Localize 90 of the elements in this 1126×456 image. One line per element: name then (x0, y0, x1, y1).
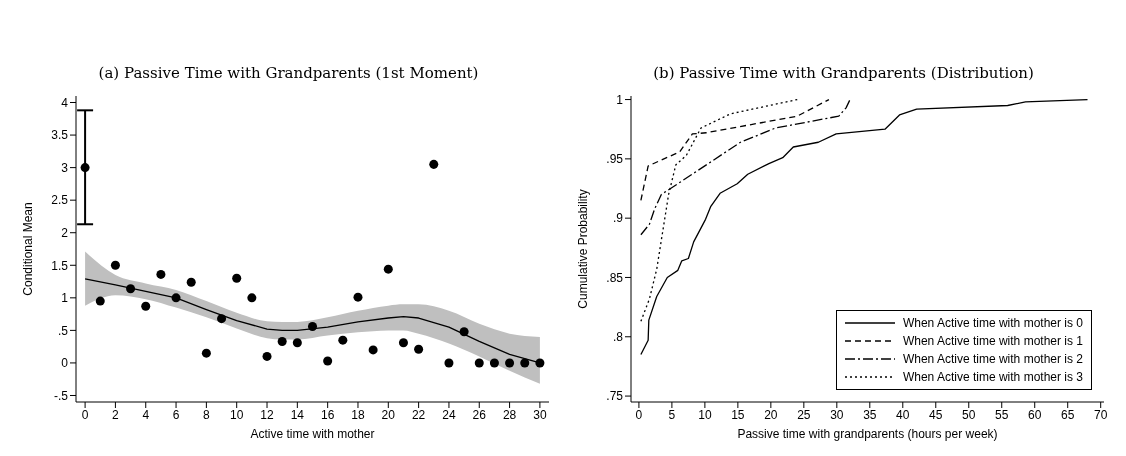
point (292, 338, 302, 348)
y-axis-title: Cumulative Probability (576, 189, 591, 309)
x-tick-label: 50 (962, 407, 976, 422)
x-axis-title: Active time with mother (250, 427, 375, 441)
x-tick-label: 2 (112, 407, 120, 422)
point (459, 327, 469, 337)
point (126, 284, 136, 294)
x-tick-label: 12 (260, 407, 275, 422)
x-tick-label: 0 (635, 407, 643, 422)
point (474, 358, 484, 368)
point (489, 358, 499, 368)
x-tick-label: 4 (142, 407, 150, 422)
point (141, 301, 151, 311)
y-tick-label: 2.5 (51, 193, 69, 208)
y-tick-label: .5 (57, 323, 69, 338)
x-tick-label: 0 (81, 407, 89, 422)
y-tick-label: 0 (61, 356, 69, 371)
x-tick-label: 22 (411, 407, 426, 422)
x-tick-label: 30 (533, 407, 547, 422)
x-axis-title: Passive time with grandparents (hours per week) (737, 427, 998, 441)
point (323, 356, 333, 366)
y-tick-label: 1.5 (51, 258, 69, 273)
x-tick-label: 35 (863, 407, 877, 422)
x-tick-label: 15 (731, 407, 745, 422)
y-tick-label: 3.5 (51, 128, 69, 143)
legend-label: When Active time with mother is 1 (902, 334, 1083, 348)
x-tick-label: 30 (830, 407, 844, 422)
point (156, 269, 166, 279)
point (505, 358, 515, 368)
point (535, 358, 545, 368)
legend-label: When Active time with mother is 0 (902, 316, 1083, 330)
y-tick-label: .95 (606, 152, 624, 167)
point (338, 335, 348, 345)
line-series (640, 98, 830, 202)
y-tick-label: .8 (612, 330, 624, 345)
x-tick-label: 55 (995, 407, 1009, 422)
x-tick-label: 70 (1094, 407, 1108, 422)
point (201, 348, 211, 358)
point (186, 277, 196, 287)
x-tick-label: 18 (351, 407, 365, 422)
point (368, 345, 378, 355)
y-tick-label: .85 (606, 270, 624, 285)
point (383, 264, 393, 274)
y-tick-label: 1 (61, 291, 69, 306)
x-tick-label: 28 (502, 407, 517, 422)
point (247, 293, 257, 303)
y-tick-label: .9 (612, 211, 624, 226)
point (80, 163, 90, 173)
point (520, 358, 530, 368)
point (429, 159, 439, 169)
x-tick-label: 60 (1028, 407, 1042, 422)
x-tick-label: 8 (203, 407, 211, 422)
x-tick-label: 65 (1061, 407, 1075, 422)
x-tick-label: 25 (797, 407, 811, 422)
point (217, 314, 227, 324)
y-tick-label: 1 (616, 92, 624, 107)
x-tick-label: 10 (230, 407, 244, 422)
point (398, 338, 408, 348)
x-tick-label: 20 (764, 407, 778, 422)
x-tick-label: 20 (381, 407, 396, 422)
chart-title: (a) Passive Time with Grandparents (1st Moment) (97, 63, 480, 84)
point (444, 358, 454, 368)
y-axis-title: Conditional Mean (21, 202, 36, 296)
x-tick-label: 14 (290, 407, 305, 422)
legend-label: When Active time with mother is 2 (902, 352, 1083, 366)
point (232, 273, 242, 283)
line-series (640, 98, 1089, 356)
chart-title: (b) Passive Time with Grandparents (Distribution) (652, 63, 1035, 84)
point (353, 292, 363, 302)
y-tick-label: 4 (61, 95, 69, 110)
x-tick-label: 40 (896, 407, 910, 422)
x-tick-label: 10 (698, 407, 712, 422)
legend-label: When Active time with mother is 3 (902, 370, 1083, 384)
point (95, 296, 105, 306)
x-tick-label: 5 (668, 407, 676, 422)
x-tick-label: 24 (442, 407, 456, 422)
point (171, 293, 181, 303)
point (277, 336, 287, 346)
point (110, 260, 120, 270)
x-tick-label: 26 (472, 407, 487, 422)
point (307, 321, 318, 331)
y-tick-label: -.5 (53, 388, 69, 403)
y-tick-label: 3 (61, 160, 69, 175)
y-tick-label: .75 (606, 389, 624, 404)
point (414, 344, 424, 354)
x-tick-label: 45 (929, 407, 943, 422)
x-tick-label: 6 (172, 407, 180, 422)
x-tick-label: 16 (320, 407, 335, 422)
point (262, 351, 272, 361)
y-tick-label: 2 (61, 225, 69, 240)
